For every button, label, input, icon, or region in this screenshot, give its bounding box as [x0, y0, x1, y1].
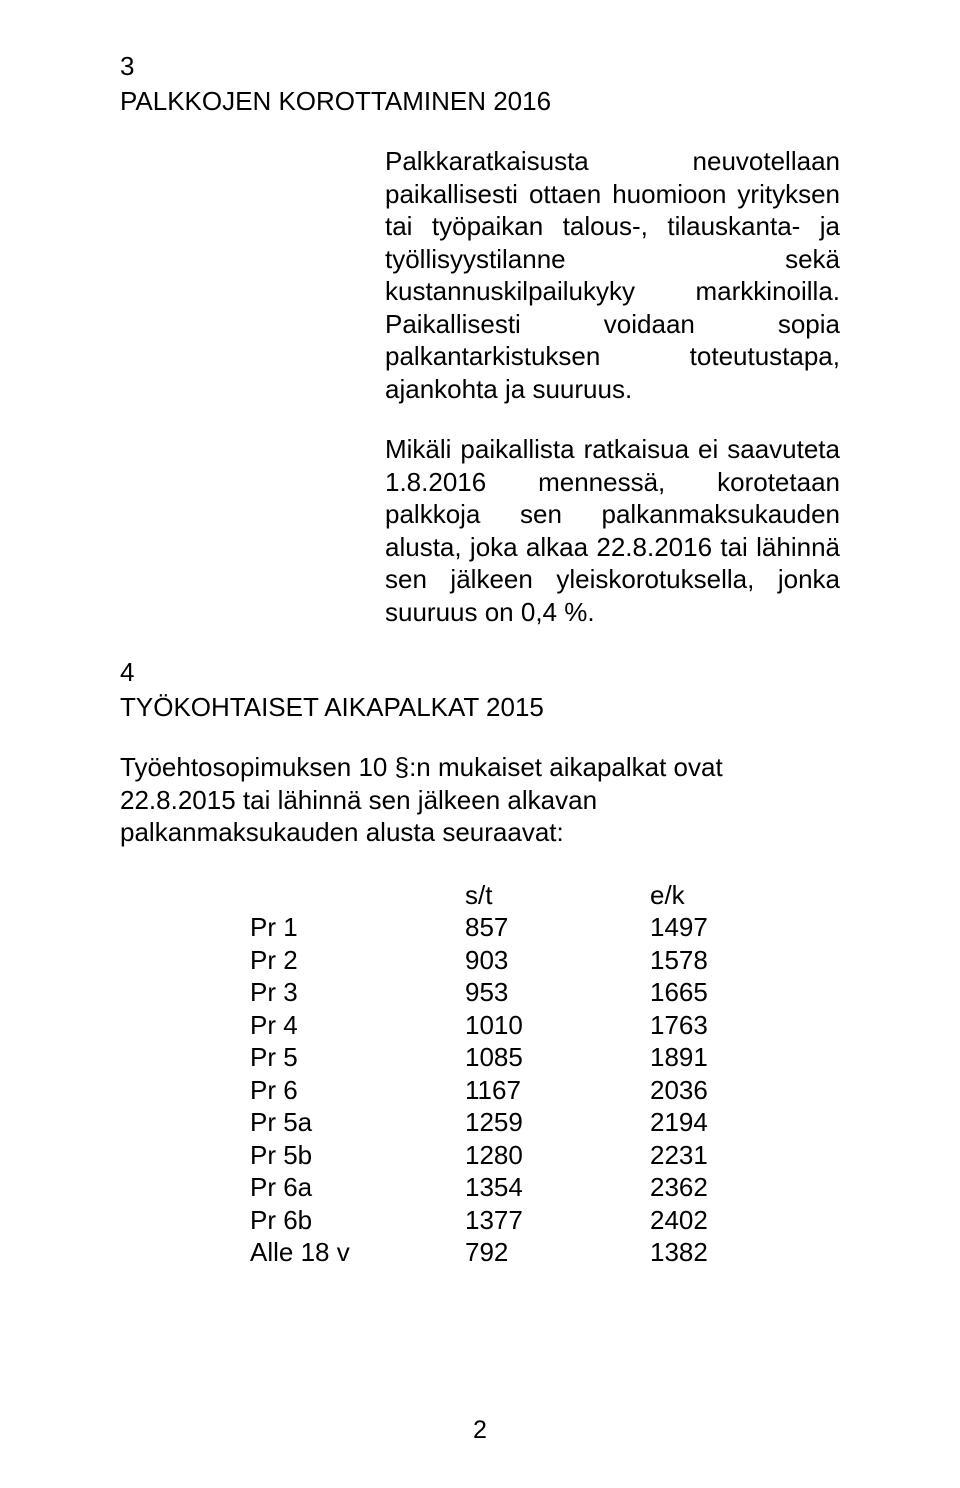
table-header-row: s/t e/k	[250, 879, 770, 912]
table-row: Pr 5b 1280 2231	[250, 1139, 770, 1172]
section-3-para-1: Palkkaratkaisusta neuvotellaan paikallis…	[385, 145, 840, 405]
table-row: Alle 18 v 792 1382	[250, 1236, 770, 1269]
table-cell-ek: 1382	[650, 1236, 770, 1269]
table-cell-st: 1354	[465, 1171, 650, 1204]
table-cell-st: 903	[465, 944, 650, 977]
page: 3 PALKKOJEN KOROTTAMINEN 2016 Palkkaratk…	[0, 0, 960, 1488]
table-row: Pr 6a 1354 2362	[250, 1171, 770, 1204]
table-row: Pr 1 857 1497	[250, 911, 770, 944]
table-row: Pr 6b 1377 2402	[250, 1204, 770, 1237]
table-row: Pr 5 1085 1891	[250, 1041, 770, 1074]
table-cell-label: Pr 3	[250, 976, 465, 1009]
table-cell-label: Alle 18 v	[250, 1236, 465, 1269]
table-cell-ek: 1497	[650, 911, 770, 944]
table-cell-label: Pr 5a	[250, 1106, 465, 1139]
table-cell-st: 1259	[465, 1106, 650, 1139]
page-number: 2	[473, 1415, 487, 1446]
table-cell-st: 792	[465, 1236, 650, 1269]
table-header-st: s/t	[465, 879, 650, 912]
table-cell-ek: 1578	[650, 944, 770, 977]
table-row: Pr 2 903 1578	[250, 944, 770, 977]
table-cell-st: 857	[465, 911, 650, 944]
table-cell-ek: 2402	[650, 1204, 770, 1237]
table-cell-st: 1167	[465, 1074, 650, 1107]
table-cell-ek: 2194	[650, 1106, 770, 1139]
section-4-number: 4	[120, 656, 840, 689]
table-cell-label: Pr 5	[250, 1041, 465, 1074]
table-cell-label: Pr 6a	[250, 1171, 465, 1204]
table-cell-st: 1280	[465, 1139, 650, 1172]
table-cell-label: Pr 6	[250, 1074, 465, 1107]
table-cell-label: Pr 1	[250, 911, 465, 944]
table-cell-ek: 2036	[650, 1074, 770, 1107]
table-row: Pr 4 1010 1763	[250, 1009, 770, 1042]
table-cell-ek: 1665	[650, 976, 770, 1009]
table-cell-label: Pr 4	[250, 1009, 465, 1042]
table-cell-ek: 1891	[650, 1041, 770, 1074]
table-cell-st: 1377	[465, 1204, 650, 1237]
section-4-heading: TYÖKOHTAISET AIKAPALKAT 2015	[120, 691, 840, 724]
table-header-blank	[250, 879, 465, 912]
table-row: Pr 5a 1259 2194	[250, 1106, 770, 1139]
table-cell-ek: 2231	[650, 1139, 770, 1172]
table-header-ek: e/k	[650, 879, 770, 912]
table-cell-ek: 2362	[650, 1171, 770, 1204]
table-cell-st: 953	[465, 976, 650, 1009]
table-cell-st: 1085	[465, 1041, 650, 1074]
table-cell-label: Pr 5b	[250, 1139, 465, 1172]
section-3-heading: PALKKOJEN KOROTTAMINEN 2016	[120, 85, 840, 118]
section-4-intro: Työehtosopimuksen 10 §:n mukaiset aikapa…	[120, 751, 840, 849]
table-row: Pr 6 1167 2036	[250, 1074, 770, 1107]
table-row: Pr 3 953 1665	[250, 976, 770, 1009]
section-3-para-2: Mikäli paikallista ratkaisua ei saavutet…	[385, 433, 840, 628]
wage-table: s/t e/k Pr 1 857 1497 Pr 2 903 1578 Pr 3…	[250, 879, 840, 1269]
table-cell-ek: 1763	[650, 1009, 770, 1042]
table-cell-label: Pr 6b	[250, 1204, 465, 1237]
table-cell-label: Pr 2	[250, 944, 465, 977]
section-3-number: 3	[120, 50, 840, 83]
table-cell-st: 1010	[465, 1009, 650, 1042]
